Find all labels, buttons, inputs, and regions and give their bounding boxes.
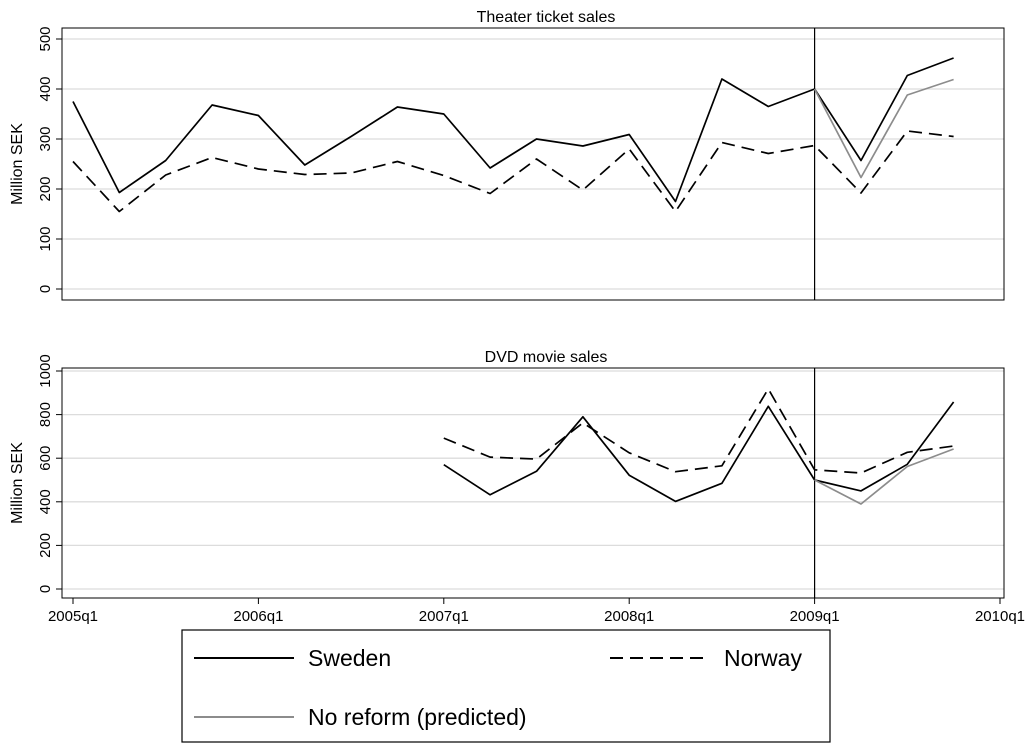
y-tick-label: 600 <box>37 446 54 471</box>
panel-title: Theater ticket sales <box>477 9 616 26</box>
y-tick-label: 100 <box>37 226 54 251</box>
legend-label: Norway <box>724 645 802 671</box>
y-tick-label: 0 <box>37 285 54 293</box>
series-line <box>72 130 954 213</box>
x-tick-label: 2007q1 <box>419 608 469 625</box>
y-tick-label: 800 <box>37 402 54 427</box>
series-line <box>443 388 954 474</box>
y-tick-label: 200 <box>37 176 54 201</box>
y-tick-label: 200 <box>37 533 54 558</box>
legend: Sweden Norway No reform (predicted) <box>181 629 831 743</box>
panel-title: DVD movie sales <box>485 349 608 366</box>
y-tick-label: 400 <box>37 489 54 514</box>
y-axis-title: Million SEK <box>9 442 26 524</box>
plot-frame <box>61 367 1005 599</box>
x-tick-label: 2010q1 <box>975 608 1025 625</box>
series-line <box>814 448 954 505</box>
y-axis-title: Million SEK <box>9 123 26 205</box>
y-tick-label: 400 <box>37 76 54 101</box>
legend-box <box>181 629 831 743</box>
x-tick-label: 2005q1 <box>48 608 98 625</box>
panel-dvd: 0 200 400 600 800 1000 Million SEK DVD movie sa… <box>9 349 1005 599</box>
panel-theater: 0 100 200 300 400 500 Million SEK Theater ticke… <box>9 9 1005 301</box>
x-tick-label: 2006q1 <box>233 608 283 625</box>
y-tick-label: 0 <box>37 585 54 593</box>
x-tick-label: 2009q1 <box>790 608 840 625</box>
x-tick-label: 2008q1 <box>604 608 654 625</box>
series-line <box>813 78 954 179</box>
legend-label: No reform (predicted) <box>308 704 527 730</box>
y-tick-label: 300 <box>37 126 54 151</box>
legend-label: Sweden <box>308 645 391 671</box>
x-axis: 2005q1 2006q1 2007q1 2008q1 2009q1 2010q1 <box>48 598 1025 625</box>
series-line <box>72 57 954 203</box>
y-tick-label: 1000 <box>37 354 54 387</box>
series-line <box>443 401 955 503</box>
y-tick-label: 500 <box>37 26 54 51</box>
plot-frame <box>61 27 1005 301</box>
